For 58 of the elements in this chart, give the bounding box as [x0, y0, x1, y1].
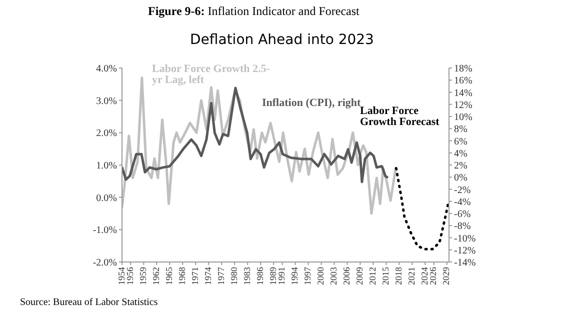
x-tick-label: 1962	[151, 267, 162, 285]
chart-subtitle: Deflation Ahead into 2023	[189, 32, 375, 48]
y2-tick-label: -6%	[454, 209, 471, 220]
x-tick-label: 1956	[125, 266, 136, 285]
source-note: Source: Bureau of Labor Statistics	[20, 297, 158, 308]
x-tick-label: 1977	[216, 266, 226, 285]
y2-tick-label: 4%	[454, 148, 468, 160]
y2-tick-label: 2%	[454, 160, 468, 172]
x-tick-label: 1997	[302, 266, 313, 285]
x-tick-label: 2029	[441, 266, 452, 285]
x-tick-label: 2006	[342, 266, 352, 285]
x-tick-label: 1959	[138, 266, 148, 285]
x-tick-label: 1989	[268, 266, 278, 285]
x-tick-label: 2024	[420, 266, 430, 285]
x-tick-label: 2003	[328, 266, 339, 285]
y2-tick-label: 16%	[454, 76, 472, 87]
y-tick-label: -1.0%	[92, 225, 117, 236]
y2-tick-label: -4%	[454, 196, 471, 208]
y2-tick-label: -14%	[454, 258, 476, 269]
y2-tick-label: 0%	[454, 172, 468, 184]
y-tick-label: 1.0%	[96, 160, 117, 172]
y-tick-label: 4.0%	[96, 64, 117, 75]
x-tick-label: 1980	[229, 266, 239, 285]
y2-tick-label: 12%	[454, 100, 472, 111]
y2-tick-label: 8%	[454, 124, 468, 136]
y2-tick-label: 14%	[454, 88, 472, 99]
x-tick-label: 1971	[190, 267, 200, 285]
y2-tick-label: -8%	[454, 221, 471, 232]
y-tick-label: 0.0%	[96, 192, 117, 204]
x-tick-label: 1983	[242, 266, 252, 285]
chart-title: Figure 9-6: Inflation Indicator and Forecast	[148, 4, 360, 19]
y-tick-label: 3.0%	[96, 96, 117, 107]
x-tick-label: 1986	[254, 266, 265, 285]
text: Labor Force Growth Forecast	[360, 105, 440, 128]
y2-tick-label: 6%	[454, 136, 468, 148]
x-tick-label: 1965	[164, 266, 174, 285]
x-tick-label: 1954	[116, 266, 126, 285]
y2-tick-label: -10%	[454, 233, 476, 244]
series-label: Inflation (CPI), right	[262, 97, 361, 109]
x-tick-label: 2000	[316, 266, 326, 285]
x-tick-label: 2026	[428, 266, 438, 285]
x-tick-label: 2009	[354, 266, 365, 285]
line-series	[394, 166, 449, 250]
x-tick-label: 2012	[368, 267, 378, 285]
x-tick-label: 1968	[177, 266, 188, 285]
x-tick-label: 1991	[276, 267, 287, 285]
y2-tick-label: -12%	[454, 245, 476, 256]
x-tick-label: 2018	[394, 266, 404, 285]
series-label: Labor Force Growth 2.5-yr Lag, left	[152, 63, 271, 86]
x-tick-label: 2021	[406, 267, 417, 285]
y-tick-label: 2.0%	[96, 128, 117, 140]
x-tick-label: 1974	[203, 266, 214, 285]
x-tick-label: 1994	[290, 266, 300, 285]
y2-tick-label: 10%	[454, 112, 472, 124]
x-tick-label: 2015	[380, 266, 391, 285]
y-tick-label: -2.0%	[92, 258, 117, 269]
y2-tick-label: 18%	[454, 64, 472, 75]
y2-tick-label: -2%	[454, 184, 471, 196]
